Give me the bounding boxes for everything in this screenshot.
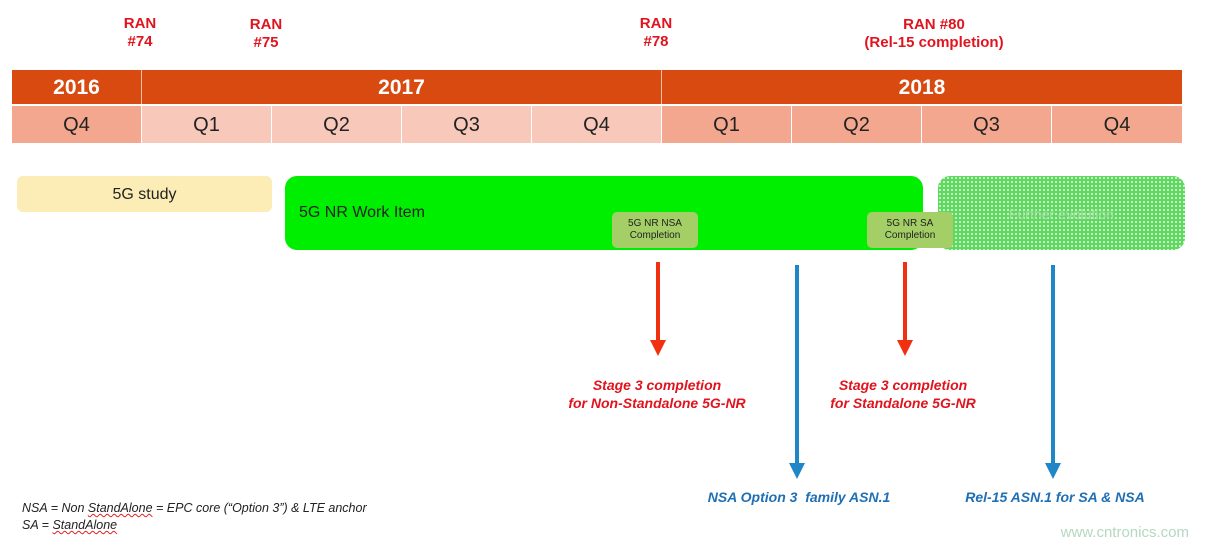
ran-80-label: RAN #80 (Rel-15 completion) xyxy=(834,16,1034,52)
legend-nsa: NSA = Non StandAlone = EPC core (“Option… xyxy=(22,500,367,517)
ran-label-line: #75 xyxy=(253,34,279,51)
note-line: for Non-Standalone 5G-NR xyxy=(568,395,746,411)
year-2016: 2016 xyxy=(12,70,142,104)
milestone-line: 5G NR SA xyxy=(886,218,934,229)
nsa-stage3-note: Stage 3 completion for Non-Standalone 5G-… xyxy=(507,376,807,412)
note-line: Stage 3 completion xyxy=(592,377,722,393)
further-evolution-bar: Further evolution xyxy=(938,176,1185,250)
milestone-line: Completion xyxy=(884,230,936,241)
quarter-cell: Q4 xyxy=(12,106,142,143)
quarter-cell: Q1 xyxy=(142,106,272,143)
milestone-line: 5G NR NSA xyxy=(628,218,682,229)
note-line: Stage 3 completion xyxy=(838,377,968,393)
quarter-cell: Q3 xyxy=(922,106,1052,143)
ran-label-line: #78 xyxy=(643,33,669,50)
legend-text: StandAlone xyxy=(52,518,118,532)
ran-label-line: #74 xyxy=(127,33,153,50)
rel15-asn1-note: Rel-15 ASN.1 for SA & NSA xyxy=(965,489,1145,505)
note-line: for Standalone 5G-NR xyxy=(830,395,976,411)
study-bar: 5G study xyxy=(17,176,272,212)
blue-arrow-rel15-asn1 xyxy=(1045,265,1061,479)
year-2017: 2017 xyxy=(142,70,662,104)
abbreviation-legend: NSA = Non StandAlone = EPC core (“Option… xyxy=(22,500,367,534)
quarter-cell: Q3 xyxy=(402,106,532,143)
legend-text: SA = xyxy=(22,518,53,532)
legend-sa: SA = StandAlone xyxy=(22,517,367,534)
legend-text: NSA = Non xyxy=(22,501,88,515)
red-arrow-sa xyxy=(897,262,913,356)
ran-label-line: RAN xyxy=(123,15,157,32)
ran-78-label: RAN #78 xyxy=(556,15,756,51)
ran-75-label: RAN #75 xyxy=(166,16,366,52)
year-2018: 2018 xyxy=(662,70,1182,104)
ran-74-label: RAN #74 xyxy=(40,15,240,51)
quarter-cell: Q4 xyxy=(532,106,662,143)
ran-label-line: RAN xyxy=(249,16,283,33)
work-item-bar: 5G NR Work Item xyxy=(285,176,923,250)
sa-stage3-note: Stage 3 completion for Standalone 5G-NR xyxy=(753,376,1053,412)
quarter-cell: Q1 xyxy=(662,106,792,143)
nsa-completion-milestone: 5G NR NSA Completion xyxy=(612,212,698,248)
nsa-asn1-note: NSA Option 3 family ASN.1 xyxy=(707,489,891,505)
watermark: www.cntronics.com xyxy=(1060,524,1189,541)
quarter-cell: Q2 xyxy=(792,106,922,143)
ran-label-line: RAN #80 xyxy=(903,16,965,33)
legend-text: StandAlone xyxy=(87,501,153,515)
ran-label-line: (Rel-15 completion) xyxy=(864,34,1004,51)
ran-label-line: RAN xyxy=(639,15,673,32)
red-arrow-nsa xyxy=(650,262,666,356)
blue-arrow-nsa-asn1 xyxy=(789,265,805,479)
legend-text: = EPC core (“Option 3”) & LTE anchor xyxy=(152,501,367,515)
sa-completion-milestone: 5G NR SA Completion xyxy=(867,212,953,248)
milestone-line: Completion xyxy=(629,230,681,241)
quarter-cell: Q2 xyxy=(272,106,402,143)
quarter-cell: Q4 xyxy=(1052,106,1182,143)
